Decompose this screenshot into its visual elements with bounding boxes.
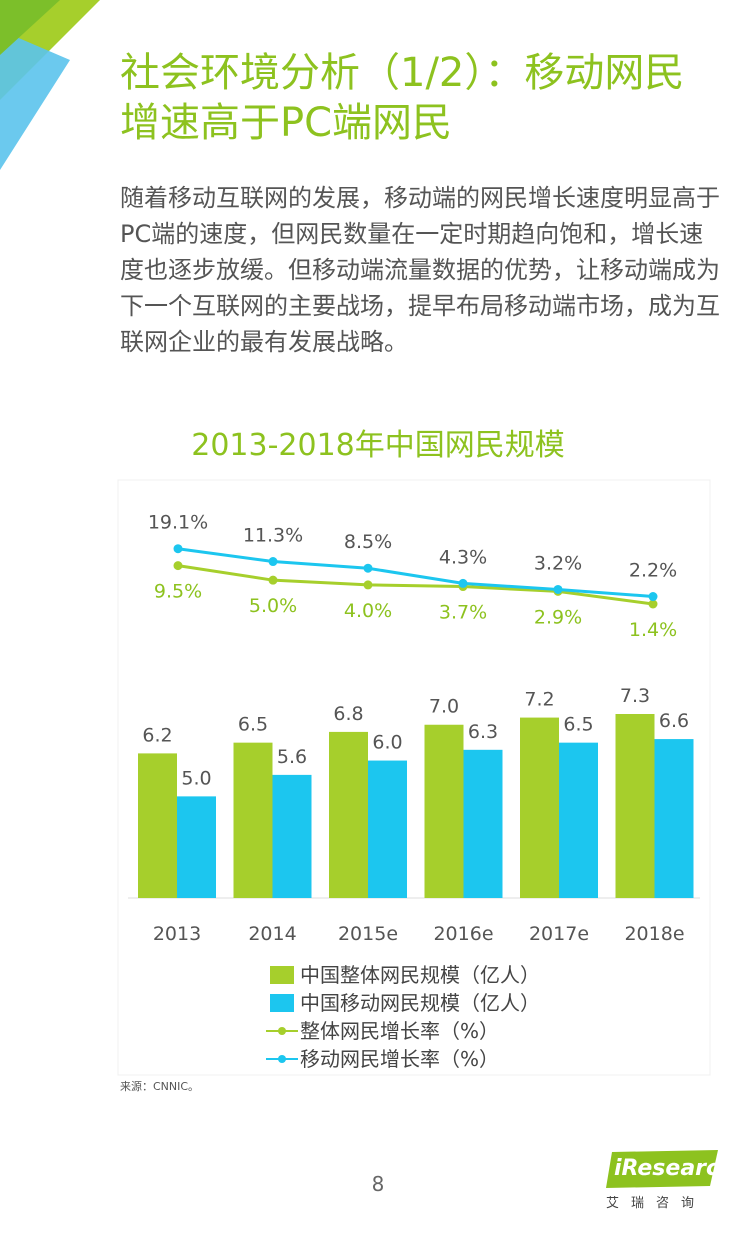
x-tick-label-2017e: 2017e <box>529 923 589 945</box>
bar-mobile-2015e <box>368 760 407 898</box>
x-tick-label-2013: 2013 <box>153 923 201 945</box>
rate-label-total-2018e: 1.4% <box>629 619 677 641</box>
bar-label-total-2018e: 7.3 <box>620 685 650 707</box>
x-tick-label-2018e: 2018e <box>624 923 684 945</box>
point-mobile-growth-2013 <box>173 544 183 554</box>
bar-label-total-2015e: 6.8 <box>333 703 363 725</box>
page-title: 社会环境分析（1/2）：移动网民增速高于PC端网民 <box>120 50 685 146</box>
bar-label-total-2017e: 7.2 <box>524 689 554 711</box>
bar-total-2014 <box>233 742 273 898</box>
bar-mobile-2014 <box>272 774 312 898</box>
rate-label-mobile-2018e: 2.2% <box>629 560 677 582</box>
bar-total-2018e <box>615 714 655 898</box>
bar-label-mobile-2018e: 6.6 <box>659 710 689 732</box>
rate-label-mobile-2014: 11.3% <box>243 525 303 547</box>
bar-label-total-2014: 6.5 <box>238 714 268 736</box>
bar-total-2015e <box>329 731 368 898</box>
x-tick-label-2016e: 2016e <box>433 923 493 945</box>
corner-decoration <box>0 0 100 170</box>
page-number: 8 <box>371 1172 385 1196</box>
bar-label-mobile-2017e: 6.5 <box>563 714 593 736</box>
bar-total-2013 <box>138 753 177 898</box>
legend-swatch-0 <box>270 966 294 984</box>
line-total-growth <box>177 564 654 606</box>
bar-label-mobile-2014: 5.6 <box>277 746 307 768</box>
point-mobile-growth-2018e <box>648 592 658 602</box>
point-mobile-growth-2014 <box>268 557 278 567</box>
logo-subtext: 艾瑞咨询 <box>606 1196 707 1211</box>
point-total-growth-2018e <box>648 599 658 609</box>
point-total-growth-2015e <box>363 580 373 590</box>
rate-label-mobile-2015e: 8.5% <box>344 531 392 553</box>
logo-badge <box>606 1150 718 1188</box>
x-tick-label-2014: 2014 <box>248 923 296 945</box>
line-mobile-growth <box>177 547 654 599</box>
legend-marker-2 <box>278 1027 286 1035</box>
rate-label-mobile-2017e: 3.2% <box>534 552 582 574</box>
point-mobile-growth-2015e <box>363 563 373 573</box>
bar-label-mobile-2016e: 6.3 <box>468 721 498 743</box>
rate-label-total-2017e: 2.9% <box>534 606 582 628</box>
rate-label-total-2015e: 4.0% <box>344 600 392 622</box>
bar-mobile-2016e <box>463 749 503 898</box>
bar-mobile-2013 <box>177 796 216 898</box>
x-tick-label-2015e: 2015e <box>338 923 398 945</box>
bar-total-2017e <box>520 717 559 898</box>
legend-swatch-1 <box>270 994 294 1012</box>
logo-text: iResearch <box>614 1156 735 1181</box>
chart-panel <box>117 479 711 1076</box>
legend-label-1: 中国移动网民规模（亿人） <box>300 991 540 1015</box>
rate-label-total-2016e: 3.7% <box>439 602 487 624</box>
iresearch-logo: iResearch 艾瑞咨询 <box>596 1146 735 1216</box>
legend-label-3: 移动网民增长率（%） <box>300 1047 499 1071</box>
bar-label-mobile-2013: 5.0 <box>181 767 211 789</box>
bar-mobile-2018e <box>654 739 694 898</box>
legend-label-0: 中国整体网民规模（亿人） <box>300 963 540 987</box>
source-note: 来源：CNNIC。 <box>120 1080 200 1093</box>
netizen-chart: 6.2 5.0 2013 6.5 5.6 2014 6.8 6.0 2015e 7.0 6.3 201… <box>117 479 711 1076</box>
rate-label-mobile-2013: 19.1% <box>148 512 208 534</box>
point-mobile-growth-2017e <box>553 584 563 594</box>
bar-mobile-2017e <box>559 742 598 898</box>
bar-label-total-2013: 6.2 <box>142 724 172 746</box>
bar-label-total-2016e: 7.0 <box>429 696 459 718</box>
legend-label-2: 整体网民增长率（%） <box>300 1019 499 1043</box>
legend-marker-3 <box>278 1055 286 1063</box>
bar-label-mobile-2015e: 6.0 <box>372 732 402 754</box>
rate-label-total-2013: 9.5% <box>154 581 202 603</box>
bar-total-2016e <box>424 724 464 898</box>
point-total-growth-2014 <box>268 575 278 585</box>
point-mobile-growth-2016e <box>458 578 468 588</box>
rate-label-total-2014: 5.0% <box>249 595 297 617</box>
body-paragraph: 随着移动互联网的发展，移动端的网民增长速度明显高于PC端的速度，但网民数量在一定… <box>120 184 720 356</box>
rate-label-mobile-2016e: 4.3% <box>439 546 487 568</box>
point-total-growth-2013 <box>173 561 183 571</box>
chart-title: 2013-2018年中国网民规模 <box>191 428 565 463</box>
